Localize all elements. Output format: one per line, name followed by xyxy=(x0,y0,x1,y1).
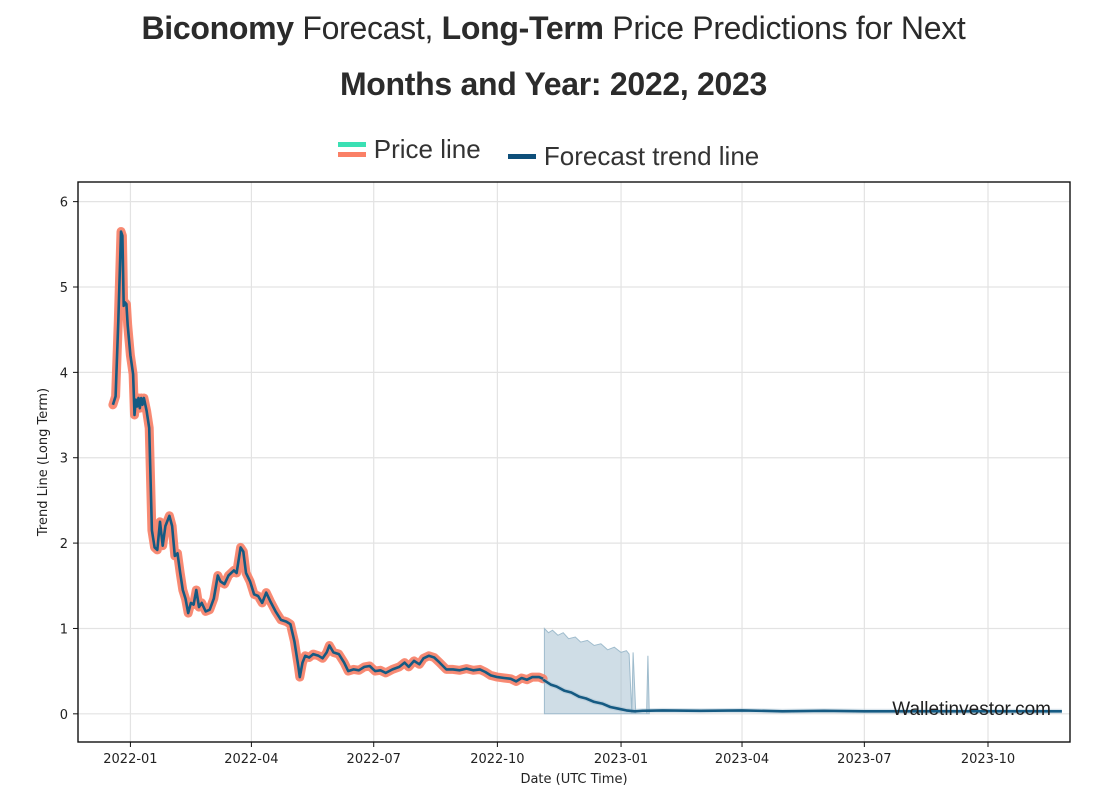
chart-legend: Price line Forecast trend line xyxy=(0,134,1097,172)
title-text-2: Price Predictions for Next xyxy=(603,10,966,46)
series-lines xyxy=(108,227,1062,714)
legend-item-price: Price line xyxy=(337,134,481,165)
x-tick-label: 2022-07 xyxy=(347,752,401,767)
axes-frame xyxy=(77,181,1071,743)
y-tick-label: 5 xyxy=(60,281,68,296)
x-tick-label: 2022-10 xyxy=(470,752,524,767)
x-tick-label: 2023-10 xyxy=(961,752,1015,767)
title-coin-name: Biconomy xyxy=(141,10,295,46)
x-tick-label: 2023-04 xyxy=(715,752,769,767)
title-long-term: Long-Term xyxy=(441,10,604,46)
price-uncertainty-band xyxy=(109,228,545,685)
x-tick-label: 2023-01 xyxy=(594,752,648,767)
chart-title-line2: Months and Year: 2022, 2023 xyxy=(339,66,768,102)
y-tick-label: 6 xyxy=(60,196,68,211)
x-tick-label: 2022-04 xyxy=(224,752,278,767)
y-tick-label: 2 xyxy=(60,537,68,552)
chart-title-line1: Biconomy Forecast, Long-Term Price Predi… xyxy=(0,10,1107,47)
y-axis-label: Trend Line (Long Term) xyxy=(36,388,51,537)
y-axis: 0 1 2 3 4 5 6 xyxy=(60,196,78,723)
legend-item-forecast: Forecast trend line xyxy=(507,140,760,172)
y-tick-label: 3 xyxy=(60,452,68,467)
x-tick-label: 2022-01 xyxy=(103,752,157,767)
price-line xyxy=(108,227,548,686)
forecast-line-swatch-icon xyxy=(507,153,536,159)
y-tick-label: 1 xyxy=(60,622,68,637)
forecast-trend-line xyxy=(542,678,1062,713)
legend-price-label: Price line xyxy=(373,134,481,164)
watermark: Walletinvestor.com xyxy=(892,699,1051,720)
x-axis-label: Date (UTC Time) xyxy=(520,772,627,787)
trend-line-historical xyxy=(111,230,544,683)
x-axis: 2022-01 2022-04 2022-07 2022-10 2023-01 2023-… xyxy=(103,742,1015,767)
x-tick-label: 2023-07 xyxy=(837,752,891,767)
legend-forecast-label: Forecast trend line xyxy=(543,140,760,171)
y-tick-label: 0 xyxy=(60,708,68,723)
price-line-swatch-icon xyxy=(337,141,366,159)
title-text-1: Forecast, xyxy=(293,10,442,46)
y-tick-label: 4 xyxy=(60,366,68,381)
